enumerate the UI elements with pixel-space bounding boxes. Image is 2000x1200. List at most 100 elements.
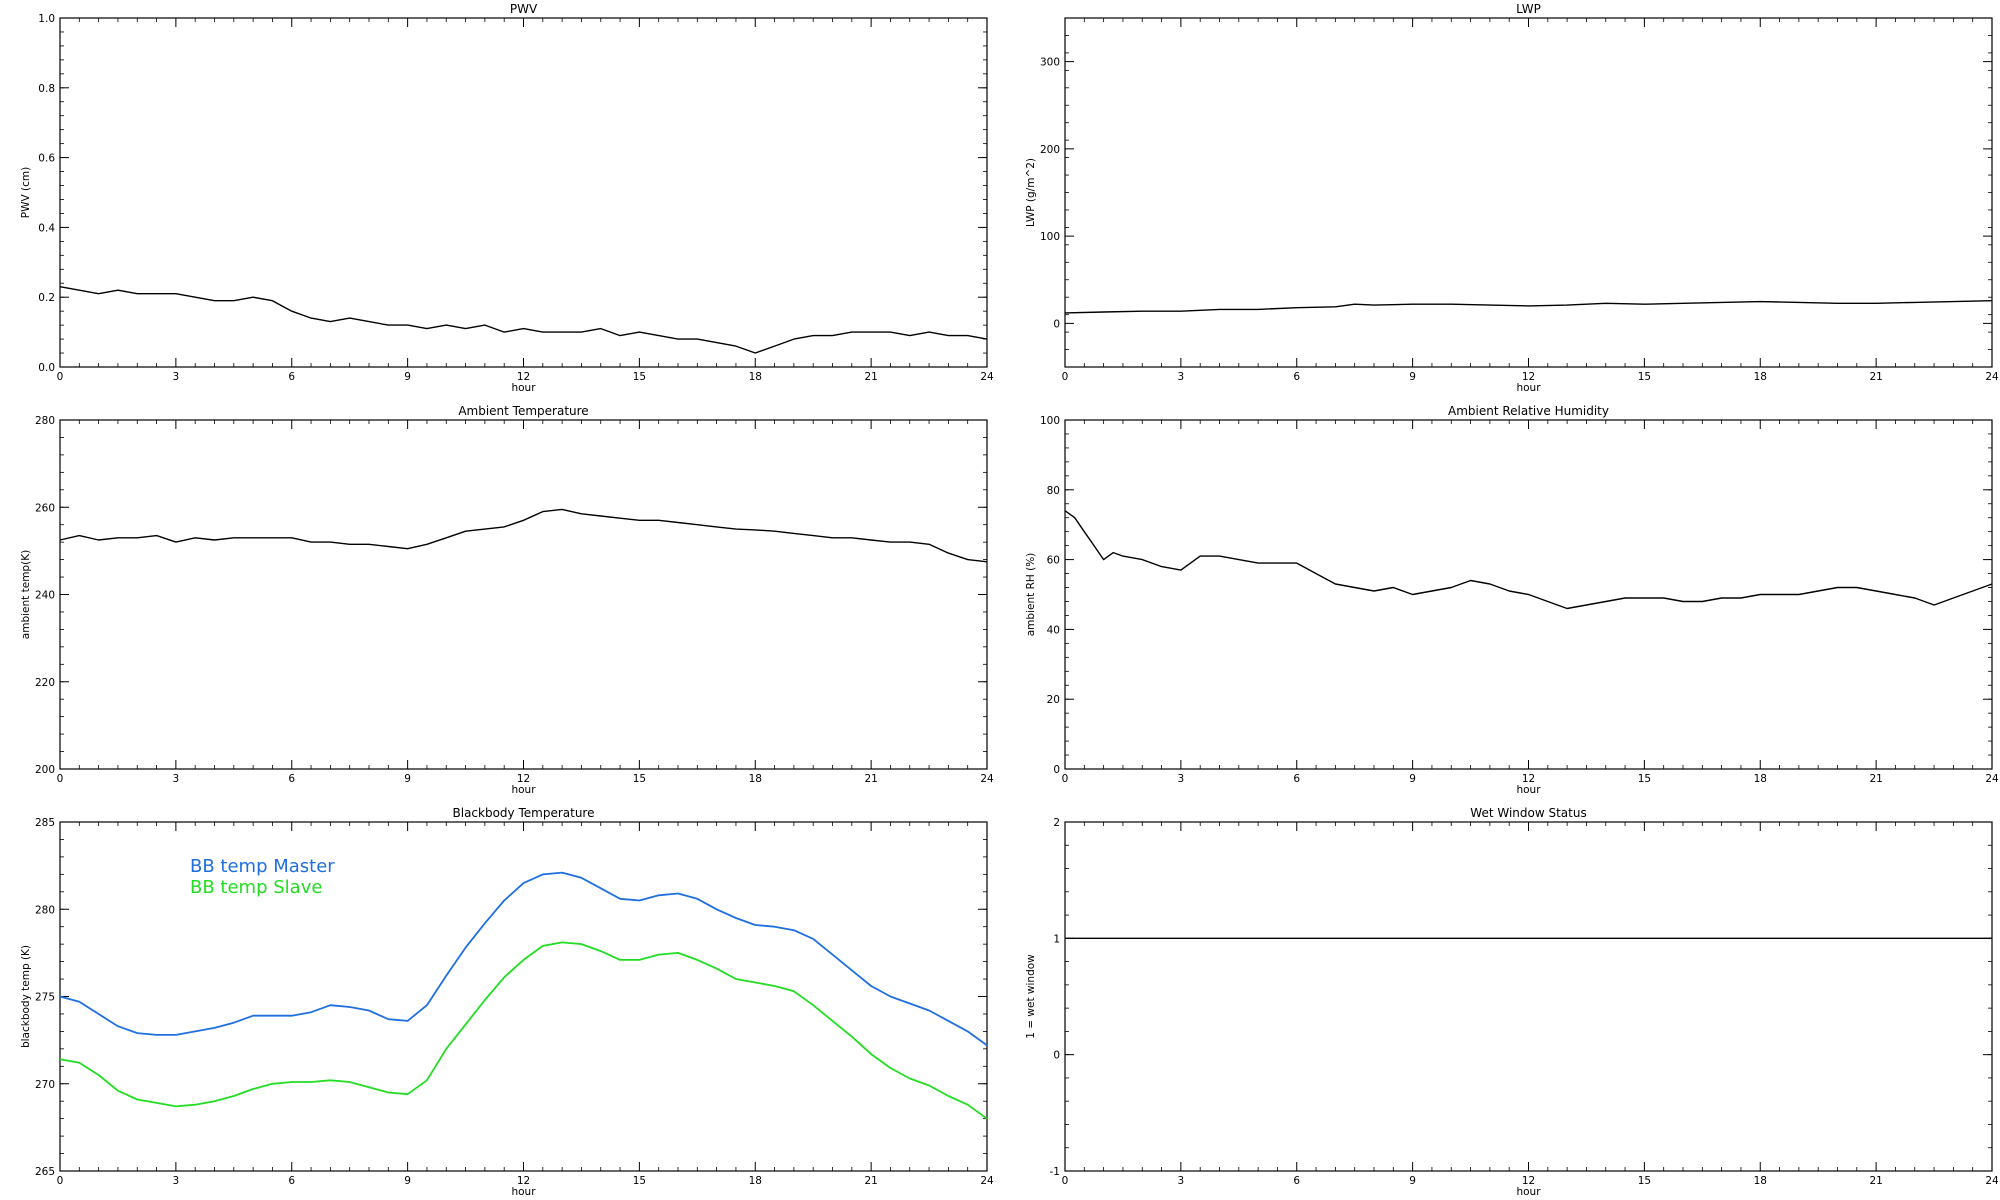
plot-frame — [1064, 17, 1993, 368]
x-tick-label: 18 — [749, 1175, 762, 1187]
x-tick-label: 9 — [1409, 1175, 1416, 1187]
plot-frame — [1064, 821, 1993, 1172]
y-axis-label: LWP (g/m^2) — [1025, 158, 1037, 227]
x-tick-label: 9 — [1409, 371, 1416, 383]
x-tick-label: 12 — [517, 1175, 530, 1187]
x-axis-label: hour — [1516, 784, 1541, 796]
y-tick-label: 200 — [35, 764, 55, 776]
series-line-1 — [1064, 300, 1993, 314]
y-tick-label: 0 — [1053, 1050, 1060, 1062]
x-tick-label: 0 — [57, 371, 64, 383]
x-tick-label: 15 — [633, 1175, 646, 1187]
series-line-1 — [59, 871, 988, 1047]
x-tick-label: 18 — [1754, 371, 1767, 383]
y-axis-label: ambient RH (%) — [1025, 553, 1037, 637]
x-tick-label: 12 — [1522, 371, 1535, 383]
y-tick-label: 0.8 — [38, 83, 55, 95]
y-tick-label: 285 — [35, 817, 55, 829]
x-tick-label: 18 — [749, 773, 762, 785]
x-tick-label: 21 — [1869, 371, 1882, 383]
y-tick-label: 0 — [1053, 318, 1060, 330]
legend-entry-2: BB temp Slave — [190, 877, 322, 898]
x-tick-label: 15 — [1638, 371, 1651, 383]
chart-title: Ambient Relative Humidity — [1448, 404, 1609, 418]
series-line-1 — [59, 508, 988, 563]
x-tick-label: 24 — [980, 1175, 994, 1187]
chart-title: Blackbody Temperature — [453, 806, 595, 820]
x-axis-label: hour — [511, 784, 536, 796]
y-tick-label: 0.2 — [38, 292, 55, 304]
x-tick-label: 0 — [57, 1175, 64, 1187]
x-tick-label: 24 — [980, 773, 994, 785]
x-tick-label: 3 — [173, 1175, 180, 1187]
chart-title: LWP — [1516, 2, 1541, 16]
y-tick-label: 265 — [35, 1166, 55, 1178]
x-tick-label: 15 — [633, 773, 646, 785]
chart-panel-2: LWP 0 3 6 9 12 15 18 21 24 0 100 200 300 hour LWP (g/m^… — [1025, 2, 1999, 394]
chart-panel-3: Ambient Temperature 0 3 6 9 12 15 18 21 24 200 220 2… — [20, 404, 994, 796]
x-tick-label: 15 — [1638, 1175, 1651, 1187]
y-tick-label: 0 — [1053, 764, 1060, 776]
x-tick-label: 12 — [1522, 1175, 1535, 1187]
chart-title: Ambient Temperature — [458, 404, 588, 418]
y-axis-label: 1 = wet window — [1025, 954, 1037, 1039]
y-axis-label: ambient temp(K) — [20, 550, 32, 639]
x-tick-label: 18 — [1754, 1175, 1767, 1187]
y-tick-label: 100 — [1040, 415, 1060, 427]
chart-panel-5: Blackbody Temperature 0 3 6 9 12 15 18 21 24 265 27… — [20, 806, 994, 1198]
x-tick-label: 12 — [517, 371, 530, 383]
y-tick-label: 60 — [1047, 555, 1060, 567]
x-tick-label: 9 — [404, 773, 411, 785]
y-tick-label: 1 — [1053, 933, 1060, 945]
chart-panel-4: Ambient Relative Humidity 0 3 6 9 12 15 18 21 24 0… — [1025, 404, 1999, 796]
x-tick-label: 9 — [404, 1175, 411, 1187]
x-tick-label: 3 — [173, 371, 180, 383]
x-tick-label: 21 — [864, 371, 877, 383]
x-tick-label: 3 — [1178, 773, 1185, 785]
chart-title: Wet Window Status — [1470, 806, 1586, 820]
y-tick-label: 240 — [35, 590, 55, 602]
y-tick-label: -1 — [1050, 1166, 1060, 1178]
x-tick-label: 21 — [1869, 773, 1882, 785]
x-tick-label: 12 — [517, 773, 530, 785]
y-axis-label: blackbody temp (K) — [20, 945, 32, 1048]
x-tick-label: 6 — [1293, 1175, 1300, 1187]
x-axis-label: hour — [511, 1186, 536, 1198]
x-tick-label: 21 — [864, 773, 877, 785]
y-tick-label: 0.6 — [38, 153, 55, 165]
series-line-1 — [1064, 510, 1993, 610]
chart-panel-1: PWV 0 3 6 9 12 15 18 21 24 0.0 0.2 0.4 0.6 0.8 1.0 hour P… — [20, 2, 994, 394]
series-line-2 — [59, 941, 988, 1120]
x-tick-label: 15 — [1638, 773, 1651, 785]
series-line-1 — [59, 286, 988, 354]
x-tick-label: 9 — [404, 371, 411, 383]
y-tick-label: 20 — [1047, 694, 1060, 706]
x-tick-label: 6 — [1293, 371, 1300, 383]
x-axis-label: hour — [1516, 1186, 1541, 1198]
x-tick-label: 24 — [1985, 371, 1999, 383]
x-tick-label: 6 — [288, 773, 295, 785]
y-tick-label: 0.0 — [38, 362, 55, 374]
x-tick-label: 6 — [288, 371, 295, 383]
x-tick-label: 6 — [288, 1175, 295, 1187]
x-tick-label: 0 — [1062, 1175, 1069, 1187]
x-tick-label: 3 — [1178, 371, 1185, 383]
x-tick-label: 21 — [1869, 1175, 1882, 1187]
y-tick-label: 280 — [35, 904, 55, 916]
x-tick-label: 18 — [749, 371, 762, 383]
x-tick-label: 0 — [57, 773, 64, 785]
x-tick-label: 0 — [1062, 371, 1069, 383]
y-tick-label: 2 — [1053, 817, 1060, 829]
chart-title: PWV — [510, 2, 538, 16]
y-axis-label: PWV (cm) — [20, 167, 32, 218]
x-tick-label: 24 — [980, 371, 994, 383]
y-tick-label: 1.0 — [38, 13, 55, 25]
x-tick-label: 18 — [1754, 773, 1767, 785]
x-tick-label: 3 — [173, 773, 180, 785]
y-tick-label: 200 — [1040, 144, 1060, 156]
x-tick-label: 24 — [1985, 773, 1999, 785]
y-tick-label: 40 — [1047, 624, 1060, 636]
x-tick-label: 24 — [1985, 1175, 1999, 1187]
x-axis-label: hour — [511, 382, 536, 394]
